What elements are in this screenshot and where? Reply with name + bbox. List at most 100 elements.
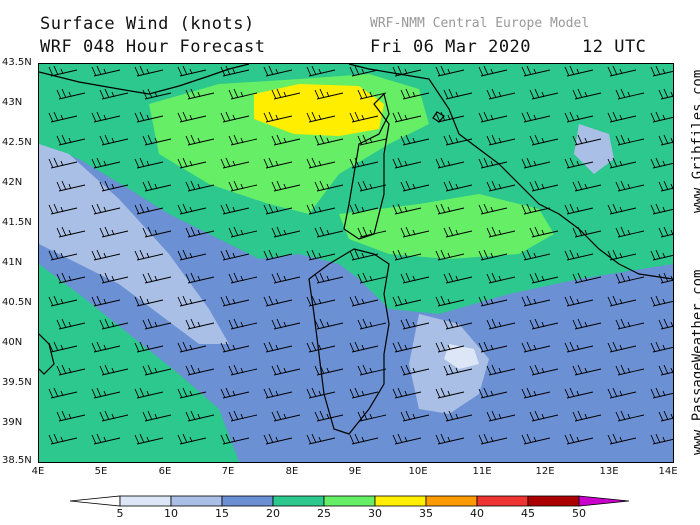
wind-barb-icon xyxy=(349,65,379,77)
wind-barb-icon xyxy=(306,341,336,353)
wind-barb-icon xyxy=(134,111,164,123)
wind-barb-icon xyxy=(435,341,465,353)
wind-barb-icon xyxy=(263,111,293,123)
wind-barb-icon xyxy=(572,226,602,238)
wind-barb-icon xyxy=(220,341,250,353)
wind-barb-icon xyxy=(357,134,387,146)
wind-barb-icon xyxy=(486,226,516,238)
legend-swatch xyxy=(527,495,580,507)
wind-barb-icon xyxy=(220,295,250,307)
wind-barb-icon xyxy=(486,272,516,284)
legend-label: 20 xyxy=(266,507,280,520)
wind-barb-icon xyxy=(435,111,465,123)
wind-barb-icon xyxy=(349,295,379,307)
wind-barb-icon xyxy=(658,88,673,100)
wind-barb-icon xyxy=(185,88,215,100)
wind-barb-icon xyxy=(91,433,121,445)
wind-barb-icon xyxy=(615,226,645,238)
wind-barb-icon xyxy=(392,387,422,399)
wind-barb-icon xyxy=(314,318,344,330)
wind-barb-icon xyxy=(392,341,422,353)
wind-barb-icon xyxy=(48,387,78,399)
wind-barb-icon xyxy=(99,318,129,330)
wind-barb-icon xyxy=(607,387,637,399)
wind-barb-icon xyxy=(564,295,594,307)
wind-barb-icon xyxy=(91,65,121,77)
wind-barb-icon xyxy=(658,180,673,192)
wind-barb-icon xyxy=(56,134,86,146)
wind-barb-icon xyxy=(177,387,207,399)
wind-barb-icon xyxy=(443,410,473,422)
lon-label: 10E xyxy=(408,466,428,477)
wind-barb-icon xyxy=(521,203,551,215)
wind-barb-icon xyxy=(392,295,422,307)
lat-label: 40N xyxy=(2,337,23,348)
wind-barb-icon xyxy=(400,226,430,238)
wind-map-canvas xyxy=(39,64,673,462)
wind-barb-icon xyxy=(271,180,301,192)
wind-barb-icon xyxy=(349,111,379,123)
wind-barb-icon xyxy=(435,203,465,215)
wind-barb-icon xyxy=(435,295,465,307)
wind-barb-icon xyxy=(220,157,250,169)
lon-label: 11E xyxy=(472,466,492,477)
wind-barb-icon xyxy=(306,249,336,261)
wind-barb-icon xyxy=(658,226,673,238)
wind-barb-icon xyxy=(607,203,637,215)
wind-speed-legend xyxy=(69,495,630,507)
wind-barb-icon xyxy=(392,433,422,445)
forecast-hour-title: WRF 048 Hour Forecast xyxy=(40,37,266,57)
legend-swatch xyxy=(221,495,274,507)
wind-barb-icon xyxy=(658,272,673,284)
wind-barb-icon xyxy=(650,387,673,399)
legend-swatch xyxy=(170,495,223,507)
wind-barb-icon xyxy=(99,272,129,284)
legend-label: 10 xyxy=(164,507,178,520)
wind-barb-icon xyxy=(263,203,293,215)
wind-barb-icon xyxy=(220,249,250,261)
wind-barb-icon xyxy=(306,203,336,215)
wind-barb-icon xyxy=(220,65,250,77)
wind-barb-icon xyxy=(228,318,258,330)
legend-swatch xyxy=(323,495,376,507)
wind-barb-icon xyxy=(478,111,508,123)
wind-barb-icon xyxy=(263,387,293,399)
forecast-time: 12 UTC xyxy=(582,37,647,57)
wind-barb-icon xyxy=(564,341,594,353)
legend-label: 35 xyxy=(419,507,433,520)
wind-barb-icon xyxy=(142,134,172,146)
wind-barb-icon xyxy=(435,249,465,261)
wind-barb-icon xyxy=(306,387,336,399)
wind-barb-icon xyxy=(134,157,164,169)
wind-barb-icon xyxy=(435,387,465,399)
wind-barb-icon xyxy=(529,226,559,238)
wind-barb-icon xyxy=(220,433,250,445)
lon-label: 9E xyxy=(348,466,362,477)
wind-barb-icon xyxy=(615,272,645,284)
wind-barb-icon xyxy=(357,410,387,422)
wind-barb-icon xyxy=(521,249,551,261)
wind-barb-icon xyxy=(306,433,336,445)
wind-barb-icon xyxy=(529,134,559,146)
wind-barb-icon xyxy=(314,226,344,238)
wind-barb-icon xyxy=(486,88,516,100)
forecast-date: Fri 06 Mar 2020 xyxy=(370,37,532,57)
wind-barb-icon xyxy=(478,65,508,77)
wind-barb-icon xyxy=(56,272,86,284)
wind-barb-icon xyxy=(486,410,516,422)
wind-barb-icon xyxy=(349,203,379,215)
wind-barb-icon xyxy=(134,433,164,445)
wind-barb-icon xyxy=(185,134,215,146)
wind-barb-icon xyxy=(564,157,594,169)
wind-barb-icon xyxy=(99,410,129,422)
legend-swatch xyxy=(119,495,172,507)
wind-barb-icon xyxy=(607,433,637,445)
wind-barb-icon xyxy=(658,318,673,330)
wind-barb-icon xyxy=(392,111,422,123)
lat-label: 41N xyxy=(2,257,23,268)
wind-barb-icon xyxy=(48,341,78,353)
wind-barb-icon xyxy=(56,364,86,376)
wind-barb-icon xyxy=(48,111,78,123)
wind-barb-icon xyxy=(521,65,551,77)
wind-barb-icon xyxy=(658,364,673,376)
